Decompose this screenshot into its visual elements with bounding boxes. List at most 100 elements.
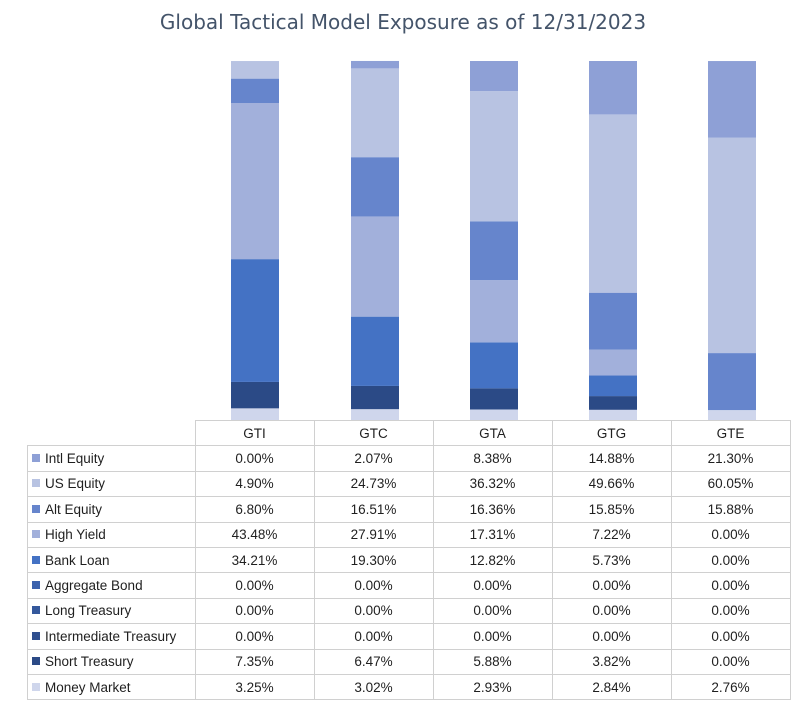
value-cell: 15.88% [670,496,791,523]
value-cell: 5.88% [432,648,553,675]
bar-segment [470,91,518,222]
bar-segment [351,60,399,69]
series-label: Intl Equity [27,445,196,472]
bar-segment [351,409,399,420]
value-cell: 0.00% [432,572,553,599]
table-row: Intl Equity 0.00% 2.07% 8.38% 14.88% 21.30% [27,445,791,472]
column-header: GTE [670,419,791,447]
value-cell: 5.73% [551,546,672,574]
value-cell: 12.82% [432,546,553,574]
table-row: Money Market 3.25% 3.02% 2.93% 2.84% 2.76% [27,673,791,701]
value-cell: 0.00% [194,597,315,625]
value-cell: 0.00% [432,623,553,650]
value-cell: 0.00% [313,597,434,625]
value-cell: 0.00% [670,623,791,650]
value-cell: 0.00% [551,597,672,625]
value-cell: 3.82% [551,648,672,675]
bar-segment [231,103,279,260]
bar-segment [470,221,518,281]
value-cell: 0.00% [670,546,791,574]
value-cell: 15.85% [551,496,672,523]
value-cell: 0.00% [670,572,791,599]
column-header: GTC [313,419,434,447]
value-cell: 17.31% [432,521,553,548]
value-cell: 43.48% [194,521,315,548]
value-cell: 4.90% [194,470,315,498]
legend-key [32,504,40,513]
table-row: Short Treasury 7.35% 6.47% 5.88% 3.82% 0.00% [27,648,791,675]
value-cell: 21.30% [670,445,791,472]
table-row: Aggregate Bond 0.00% 0.00% 0.00% 0.00% 0.00% [27,572,791,599]
bar-segment [231,381,279,409]
value-cell: 2.93% [432,673,553,701]
bar-segment [708,353,756,411]
bar-segment [351,157,399,217]
table-body: Intl Equity 0.00% 2.07% 8.38% 14.88% 21.30% US… [27,445,791,701]
bar-segment [231,78,279,104]
value-cell: 2.07% [313,445,434,472]
value-cell: 19.30% [313,546,434,574]
bar-segment [589,409,637,420]
series-label: US Equity [27,470,196,498]
value-cell: 0.00% [432,597,553,625]
bar-segment [589,292,637,350]
value-cell: 27.91% [313,521,434,548]
table-row: Intermediate Treasury 0.00% 0.00% 0.00% 0.00… [27,623,791,650]
table-header-row: GTI GTC GTA GTG GTE [27,419,791,447]
value-cell: 3.02% [313,673,434,701]
value-cell: 7.22% [551,521,672,548]
legend-key [32,657,40,666]
value-cell: 0.00% [670,521,791,548]
bar-segment [589,396,637,410]
value-cell: 49.66% [551,470,672,498]
bar-segment [470,409,518,420]
table-corner [27,420,196,447]
column-header: GTI [194,419,315,447]
series-label: Aggregate Bond [27,572,196,599]
value-cell: 8.38% [432,445,553,472]
table-row: Long Treasury 0.00% 0.00% 0.00% 0.00% 0.00% [27,597,791,625]
bar-segment [589,114,637,293]
bar-segment [231,408,279,420]
value-cell: 0.00% [194,445,315,472]
value-cell: 6.80% [194,496,315,523]
value-cell: 6.47% [313,648,434,675]
value-cell: 0.00% [670,597,791,625]
legend-key [32,555,40,564]
bar-segment [470,342,518,389]
column-header: GTA [432,419,553,447]
value-cell: 14.88% [551,445,672,472]
value-cell: 16.36% [432,496,553,523]
value-cell: 0.00% [551,623,672,650]
data-table: GTI GTC GTA GTG GTE Intl Equity 0.00% 2.07% 8.3… [27,419,791,701]
table-row: US Equity 4.90% 24.73% 36.32% 49.66% 60.05% [27,470,791,498]
value-cell: 0.00% [670,648,791,675]
value-cell: 34.21% [194,546,315,574]
legend-key [32,454,40,463]
value-cell: 7.35% [194,648,315,675]
table-row: Bank Loan 34.21% 19.30% 12.82% 5.73% 0.00% [27,546,791,574]
value-cell: 2.76% [670,673,791,701]
value-cell: 36.32% [432,470,553,498]
bar-segment [231,61,279,79]
table-row: Alt Equity 6.80% 16.51% 16.36% 15.85% 15.88% [27,496,791,523]
bar-segment [351,216,399,317]
legend-key [32,682,40,691]
legend-key [32,631,40,640]
bar-segment [589,61,637,115]
stacked-bar-chart [231,60,756,420]
value-cell: 24.73% [313,470,434,498]
bar-segment [351,68,399,158]
series-label: Intermediate Treasury [27,623,196,650]
bar-segment [589,349,637,376]
legend-key [32,581,40,590]
bar-segment [231,259,279,382]
series-label: Bank Loan [27,546,196,574]
bar-segment [589,375,637,397]
chart-title: Global Tactical Model Exposure as of 12/… [159,10,647,34]
bar-segment [470,61,518,92]
series-label: Money Market [27,673,196,701]
series-label: Short Treasury [27,648,196,675]
bar-segment [708,137,756,354]
series-label: High Yield [27,521,196,548]
